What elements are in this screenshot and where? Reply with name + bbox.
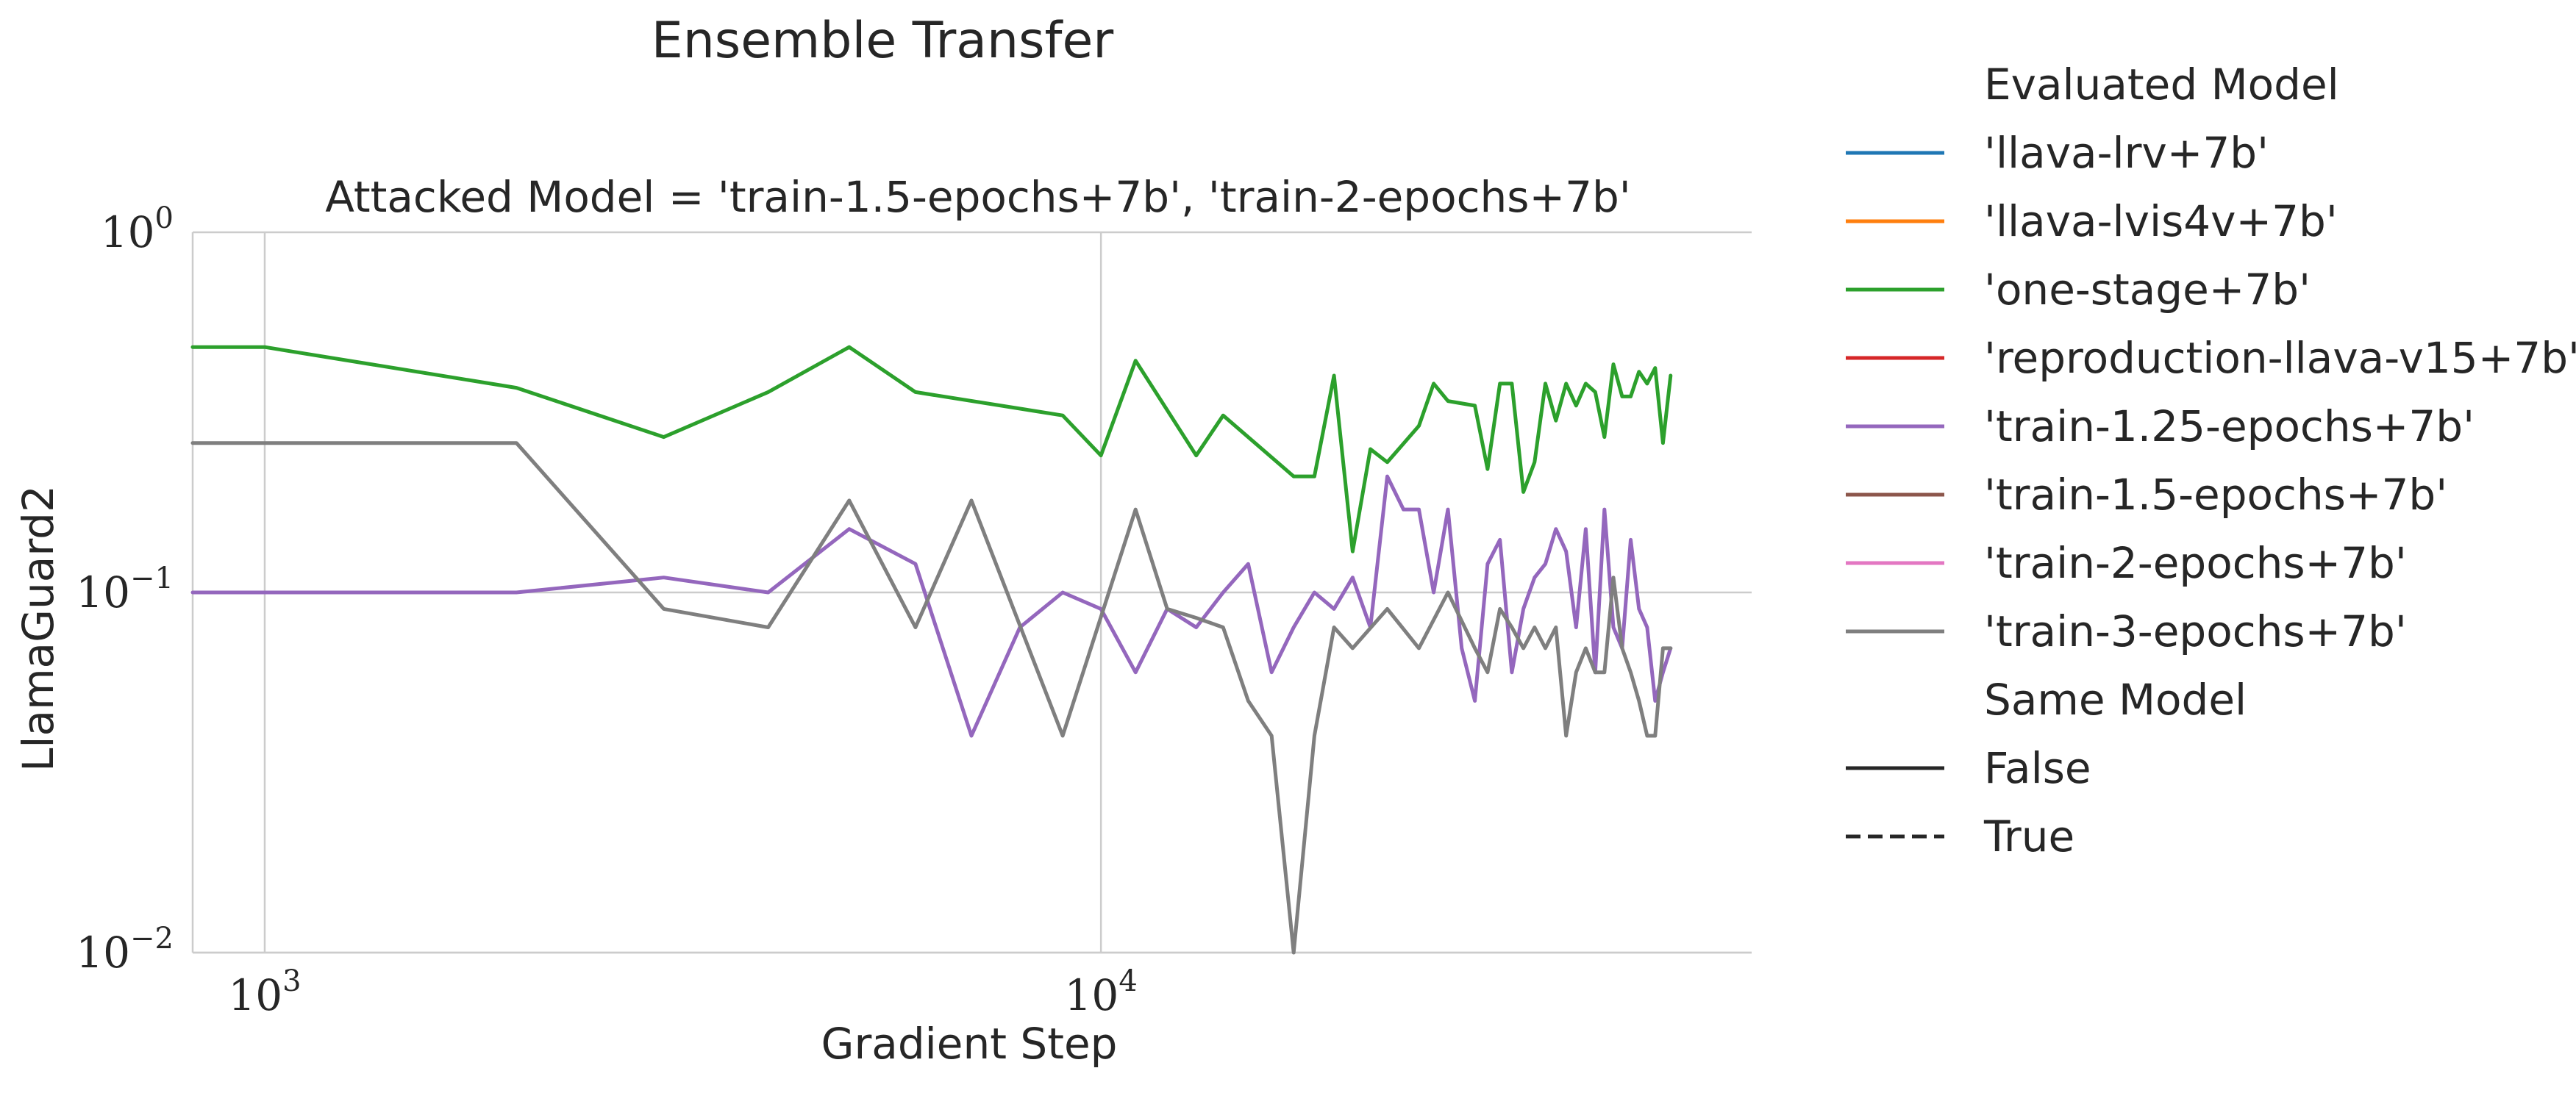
- tick-labels: 103 104 10−2 10−1 100: [76, 201, 1138, 1020]
- legend-entry-label: 'llava-lvis4v+7b': [1984, 196, 2338, 246]
- legend-entry-label: 'train-1.25-epochs+7b': [1984, 401, 2475, 451]
- legend-entry-label: 'one-stage+7b': [1984, 265, 2311, 315]
- legend: Evaluated Model 'llava-lrv+7b' 'llava-lvis…: [1846, 60, 2576, 861]
- panel-title: Attacked Model = 'train-1.5-epochs+7b', …: [325, 172, 1631, 222]
- legend-entry-label: 'reproduction-llava-v15+7b': [1984, 333, 2576, 383]
- y-tick-label: 100: [101, 201, 174, 257]
- y-tick-label: 10−2: [76, 922, 174, 978]
- legend-style-label: True: [1983, 811, 2074, 861]
- x-tick-label: 103: [228, 964, 301, 1020]
- legend-style-title: Same Model: [1984, 675, 2247, 725]
- y-tick-label: 10−1: [76, 562, 174, 617]
- series-layer: [190, 345, 1673, 955]
- legend-style-label: False: [1984, 743, 2091, 793]
- x-axis-label: Gradient Step: [821, 1019, 1118, 1069]
- legend-entry-label: 'train-1.5-epochs+7b': [1984, 470, 2447, 520]
- figure-title: Ensemble Transfer: [652, 12, 1114, 70]
- legend-entry-label: 'llava-lrv+7b': [1984, 128, 2269, 178]
- series-line: [190, 441, 1673, 955]
- legend-entry-label: 'train-2-epochs+7b': [1984, 538, 2407, 588]
- series-line: [190, 345, 1673, 553]
- x-tick-label: 104: [1065, 964, 1138, 1020]
- series-line: [190, 474, 1673, 738]
- y-axis-label: LlamaGuard2: [13, 485, 63, 772]
- legend-hue-title: Evaluated Model: [1984, 60, 2339, 110]
- legend-entry-label: 'train-3-epochs+7b': [1984, 606, 2407, 656]
